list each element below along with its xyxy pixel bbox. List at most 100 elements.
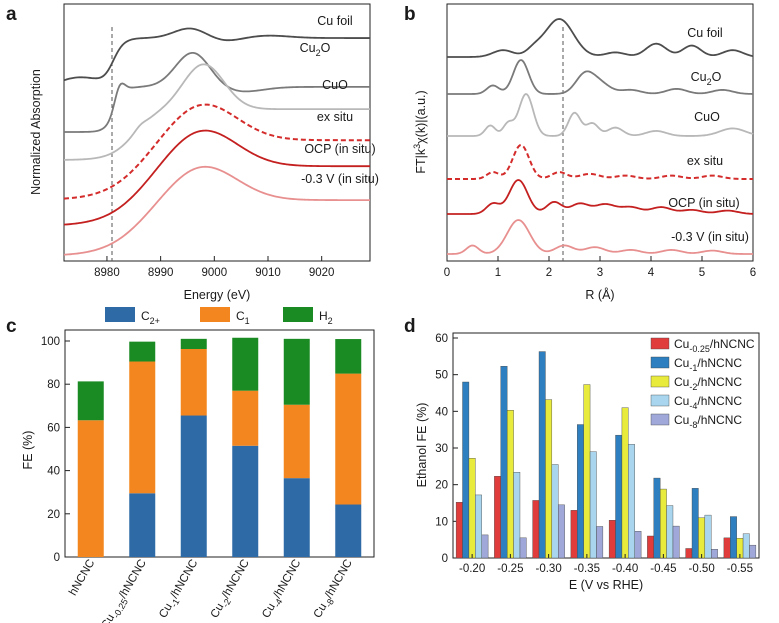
panel-c-x-tick-label-4-tail: /hNCNC xyxy=(220,558,252,601)
panel-a-series-label-ex-situ: ex situ xyxy=(317,110,353,124)
panel-b-series-label-cu2o-tail: O xyxy=(712,70,722,84)
panel-d: d 0 10 20 30 40 50 60 -0.20 -0.25 -0.30 -0.35 -0.4… xyxy=(404,316,760,592)
panel-c-frame xyxy=(64,329,375,558)
panel-c-bar-h2-2 xyxy=(129,341,156,362)
panel-c-bar-c1-5 xyxy=(283,404,310,479)
panel-d-bar-cu-8-hncnc-1 xyxy=(481,534,489,559)
panel-d-legend-label-cu-2-hncnc: Cu-2/hNCNC xyxy=(674,375,742,392)
panel-b-y-label-sup: 3 xyxy=(412,144,422,149)
panel-c-x-tick-group: Cu-2/hNCNC xyxy=(209,558,252,621)
panel-c-bar-c1-4 xyxy=(232,390,259,446)
panel-a-series-label-ocp-in-situ: OCP (in situ) xyxy=(304,142,375,156)
panel-b-curves xyxy=(447,18,754,255)
panel-d-legend-label-cu-4-hncnc-sub: -4 xyxy=(689,401,697,411)
panel-d-bar-cu-1-hncnc-8 xyxy=(730,516,737,559)
panel-b-series-label-ocp-in-situ: OCP (in situ) xyxy=(668,196,739,210)
panel-c-x-tick-label-6-sub: -8 xyxy=(323,597,336,609)
panel-d-y-tick-label: 60 xyxy=(435,333,448,345)
panel-a-x-tick-label: 8990 xyxy=(148,267,174,279)
panel-a-x-tick-label: 9000 xyxy=(202,267,228,279)
panel-a-curve-cuo xyxy=(63,63,370,161)
panel-d-bar-cu-0-25-hncnc-7 xyxy=(685,548,693,559)
panel-d-legend-label-cu-2-hncnc-main: Cu xyxy=(674,375,689,389)
panel-a-series-label-cu2o-main: Cu xyxy=(300,41,316,55)
panel-d-y-tick-label: 0 xyxy=(442,553,448,565)
panel-d-legend-label-cu-0-25-hncnc: Cu-0.25/hNCNC xyxy=(674,337,755,354)
panel-c-x-tick-label-5-tail: /hNCNC xyxy=(272,558,304,601)
panel-b-curve-cu2o xyxy=(447,59,754,95)
panel-c-x-tick-label-3: Cu-1/hNCNC xyxy=(157,558,203,622)
panel-c-x-tick-label-2-main: Cu xyxy=(99,612,117,623)
panel-d-bar-cu-1-hncnc-7 xyxy=(691,488,699,559)
panel-d-bar-cu-2-hncnc-5 xyxy=(621,407,629,559)
panel-d-bar-cu-2-hncnc-7 xyxy=(698,517,706,559)
panel-a-series-label-cu2o: Cu2O xyxy=(300,41,331,58)
panel-c-bar-c2-4 xyxy=(232,445,259,557)
panel-d-legend-swatch-cu-0-25-hncnc xyxy=(650,337,670,350)
panel-d-bar-cu-2-hncnc-1 xyxy=(468,458,476,559)
panel-c-x-tick-label-4-sub: -2 xyxy=(220,597,233,609)
panel-c-x-tick-group: hNCNC xyxy=(67,558,97,598)
panel-d-legend-swatch-cu-2-hncnc xyxy=(650,375,670,388)
panel-d-x-tick-label: -0.20 xyxy=(459,563,485,575)
panel-b-x-tick-label: 4 xyxy=(648,267,655,279)
panel-d-bar-cu-4-hncnc-8 xyxy=(742,533,750,559)
panel-b-series-label-cu2o-main: Cu xyxy=(691,70,707,84)
panel-d-legend-label-cu-0-25-hncnc-tail: /hNCNC xyxy=(710,337,755,351)
panel-c-bar-c2-6 xyxy=(335,504,362,557)
panel-d-bar-cu-4-hncnc-5 xyxy=(628,444,635,559)
panel-a-curves xyxy=(63,27,370,256)
panel-b-y-axis-label: FT|k3χ(k)|(a.u.) xyxy=(412,90,428,173)
panel-d-bars xyxy=(455,351,757,559)
panel-d-legend-label-cu-4-hncnc: Cu-4/hNCNC xyxy=(674,394,742,411)
panel-d-y-tick-label: 10 xyxy=(435,516,448,528)
panel-d-legend: Cu-0.25/hNCNC Cu-1/hNCNC Cu-2/hNCNC Cu-4/hN… xyxy=(650,337,755,430)
panel-b-curve-cu-foil xyxy=(447,18,754,58)
panel-d-bar-cu-1-hncnc-6 xyxy=(653,477,661,559)
panel-c-legend-label-c1: C1 xyxy=(236,309,250,326)
panel-d-bar-cu-4-hncnc-4 xyxy=(589,451,597,559)
panel-b-curve-ocp-in-situ xyxy=(447,179,754,215)
panel-b-series-label-cu-foil-main: Cu foil xyxy=(687,26,722,40)
panel-c-y-ticks: 0 20 40 60 80 100 xyxy=(41,336,70,564)
panel-d-bar-cu-1-hncnc-3 xyxy=(538,351,546,559)
panel-a-x-ticks: 8980 8990 9000 9010 9020 xyxy=(94,256,334,279)
panel-a-series-label-0-3-v-in-situ-main: -0.3 V (in situ) xyxy=(301,172,379,186)
panel-c-legend-label-c2: C2+ xyxy=(141,309,160,326)
panel-d-x-tick-label: -0.35 xyxy=(574,563,600,575)
panel-c-legend-label-h2-sub: 2 xyxy=(328,316,333,326)
panel-d-y-tick-label: 40 xyxy=(435,406,448,418)
panel-d-legend-swatch-cu-1-hncnc xyxy=(650,356,670,369)
panel-d-bar-cu-4-hncnc-2 xyxy=(513,472,521,559)
panel-a-series-label-cu2o-sub: 2 xyxy=(316,48,321,58)
panel-c-x-tick-label-3-tail: /hNCNC xyxy=(169,558,201,601)
panel-a-series-label-cu-foil: Cu foil xyxy=(317,14,352,28)
panel-d-bar-cu-0-25-hncnc-4 xyxy=(570,510,578,559)
panel-b-label: b xyxy=(404,4,416,25)
panel-c-x-tick-label-3-sub: -1 xyxy=(169,597,182,609)
panel-c-legend-swatch-c2 xyxy=(105,307,135,322)
panel-d-legend-label-cu-8-hncnc: Cu-8/hNCNC xyxy=(674,413,742,430)
panel-d-bar-cu-8-hncnc-4 xyxy=(596,526,604,559)
panel-a-x-tick-label: 9010 xyxy=(255,267,281,279)
panel-b-series-label-ex-situ-main: ex situ xyxy=(687,154,723,168)
panel-d-bar-cu-0-25-hncnc-2 xyxy=(494,476,501,559)
panel-d-bar-cu-2-hncnc-4 xyxy=(583,384,591,559)
panel-b-series-label-cu-foil: Cu foil xyxy=(687,26,722,40)
panel-d-bar-cu-4-hncnc-3 xyxy=(551,464,559,559)
panel-d-bar-cu-2-hncnc-3 xyxy=(545,399,553,559)
panel-c-bar-h2-3 xyxy=(180,338,207,349)
panel-d-legend-label-cu-1-hncnc-sub: -1 xyxy=(689,363,697,373)
panel-c-bar-c1-3 xyxy=(180,348,207,416)
panel-d-x-tick-label: -0.45 xyxy=(650,563,676,575)
panel-c-x-tick-group: Cu-8/hNCNC xyxy=(312,558,355,621)
panel-c-legend: C2+ C1 H2 xyxy=(105,307,333,326)
panel-b-x-axis-label: R (Å) xyxy=(585,287,614,302)
panel-c-y-tick-label: 20 xyxy=(47,509,60,521)
panel-d-legend-label-cu-1-hncnc-tail: /hNCNC xyxy=(697,356,742,370)
